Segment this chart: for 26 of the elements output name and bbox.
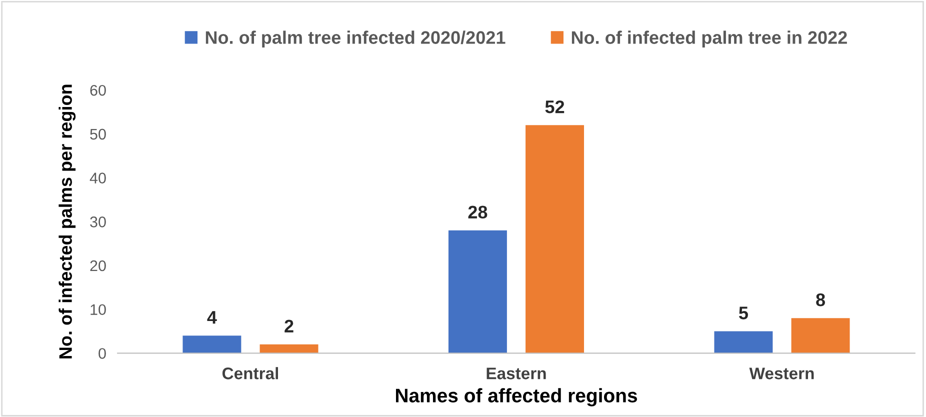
y-tick-label: 50: [90, 128, 106, 140]
data-label: 5: [739, 306, 748, 320]
y-tick-label: 20: [90, 260, 106, 272]
bar: [182, 336, 242, 354]
bar: [714, 331, 773, 354]
bar: [526, 125, 584, 354]
legend-label: No. of infected palm tree in 2022: [572, 30, 847, 48]
data-label: 28: [468, 206, 488, 219]
x-tick-label: Western: [749, 368, 814, 380]
y-axis-title: No. of infected palms per region: [58, 84, 76, 358]
bar: [448, 230, 507, 354]
y-tick-label: 0: [98, 348, 106, 359]
data-label: 4: [207, 311, 217, 324]
bar: [260, 344, 318, 354]
y-tick-label: 30: [90, 216, 106, 228]
x-tick-label: Eastern: [486, 368, 546, 380]
legend-label: No. of palm tree infected 2020/2021: [206, 30, 506, 48]
y-tick-label: 40: [90, 172, 106, 184]
data-label: 2: [284, 320, 294, 332]
x-axis-title: Names of affected regions: [396, 388, 638, 406]
data-label: 52: [545, 100, 564, 114]
y-tick-label: 60: [90, 84, 106, 96]
x-tick-label: Central: [222, 367, 278, 380]
data-label: 8: [816, 293, 826, 306]
y-tick-label: 10: [90, 304, 106, 316]
bar: [791, 318, 850, 354]
